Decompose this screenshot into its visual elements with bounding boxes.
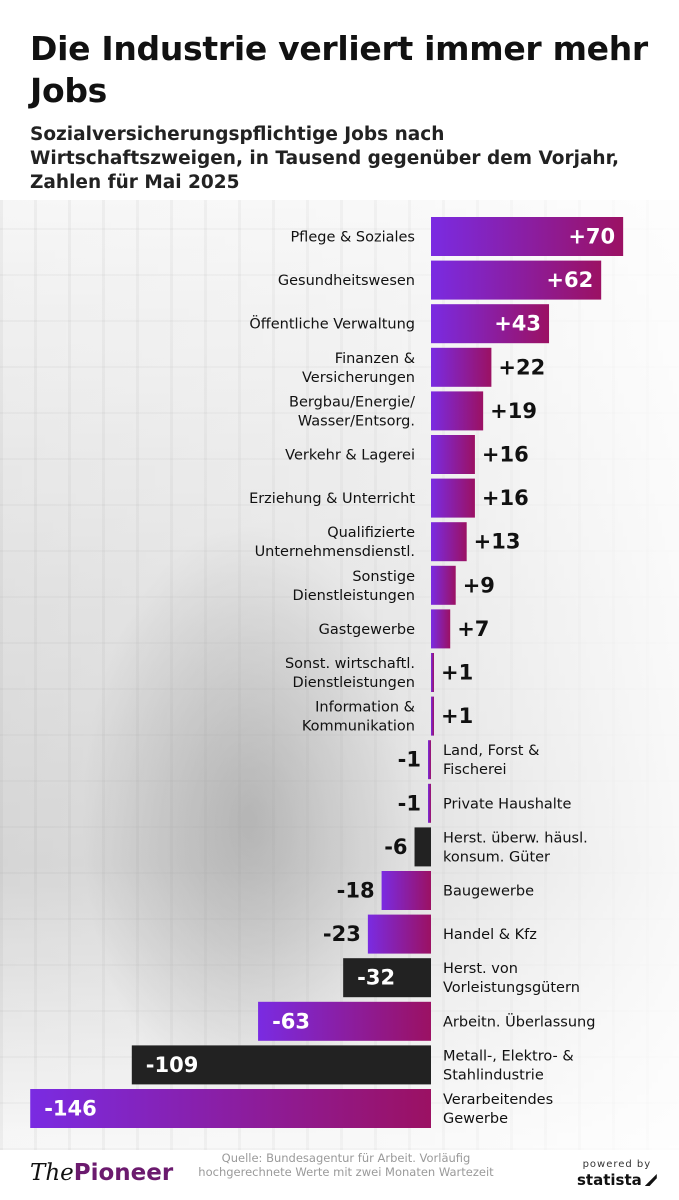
bar <box>30 1089 431 1128</box>
category-label: Finanzen & Versicherungen <box>302 351 415 386</box>
bar <box>431 653 434 692</box>
value-label: -109 <box>146 1053 199 1077</box>
category-label: Qualifizierte Unternehmensdienstl. <box>255 525 416 560</box>
category-label: Land, Forst & Fischerei <box>443 743 539 778</box>
the-pioneer-logo: ThePioneer <box>30 1160 173 1186</box>
category-label: Private Haushalte <box>443 796 571 812</box>
bar <box>414 827 431 867</box>
value-label: +16 <box>482 486 529 510</box>
chart-subtitle: Sozialversicherungspflichtige Jobs nach … <box>30 124 620 193</box>
bar <box>428 740 431 780</box>
value-label: +1 <box>441 704 473 728</box>
value-label: +16 <box>482 443 529 467</box>
powered-by-label: powered by <box>582 1159 652 1170</box>
category-label: Herst. von Vorleistungsgütern <box>443 961 580 996</box>
value-label: -6 <box>384 835 407 859</box>
bar <box>431 609 451 649</box>
category-label: Erziehung & Unterricht <box>249 491 415 507</box>
source-note: Quelle: Bundesagentur für Arbeit. Vorläu… <box>198 1151 494 1179</box>
statista-logo: powered by statista <box>577 1159 657 1189</box>
category-label: Sonstige Dienstleistungen <box>293 569 416 604</box>
bar <box>431 217 624 256</box>
bar <box>431 565 456 605</box>
category-label: Verkehr & Lagerei <box>285 448 415 464</box>
statista-mark-icon <box>644 1174 657 1186</box>
value-label: -63 <box>272 1009 310 1033</box>
category-label: Information & Kommunikation <box>302 700 415 735</box>
value-label: -32 <box>357 966 395 990</box>
category-label: Pflege & Soziales <box>290 230 415 246</box>
category-label: Arbeitn. Überlassung <box>443 1012 595 1030</box>
value-label: -23 <box>323 922 361 946</box>
value-label: +9 <box>463 573 495 597</box>
statista-name: statista <box>577 1171 642 1189</box>
category-label: Öffentliche Verwaltung <box>249 315 415 333</box>
category-label: Handel & Kfz <box>443 927 537 943</box>
value-label: +7 <box>457 617 489 641</box>
category-label: Sonst. wirtschaftl. Dienstleistungen <box>285 656 415 691</box>
bar <box>367 914 431 954</box>
category-label: Bergbau/Energie/Wasser/Entsorg. <box>289 394 415 429</box>
bar <box>431 435 475 474</box>
bar <box>431 260 602 300</box>
bar <box>258 1001 431 1041</box>
bar <box>431 478 475 518</box>
category-label: Gesundheitswesen <box>278 273 415 289</box>
bar <box>431 304 550 344</box>
value-label: +13 <box>474 530 521 554</box>
bar <box>431 347 492 387</box>
chart-title: Die Industrie verliert immer mehr Jobs <box>30 29 648 110</box>
value-label: +43 <box>494 312 541 336</box>
value-label: +62 <box>546 268 593 292</box>
value-label: +70 <box>568 225 615 249</box>
category-label: Verarbeitendes Gewerbe <box>443 1092 553 1127</box>
category-label: Gastgewerbe <box>319 622 415 638</box>
value-label: +1 <box>441 661 473 685</box>
value-label: -1 <box>398 748 421 772</box>
value-label: -146 <box>44 1097 97 1121</box>
bar <box>428 783 431 823</box>
value-label: +19 <box>490 399 537 423</box>
category-label: Metall-, Elektro- & Stahlindustrie <box>443 1048 574 1083</box>
bar <box>131 1045 432 1085</box>
bar <box>381 871 431 910</box>
value-label: -1 <box>398 791 421 815</box>
value-label: -18 <box>337 879 375 903</box>
bar <box>431 696 434 736</box>
bar <box>431 391 484 431</box>
background-fade <box>0 200 679 1150</box>
category-label: Baugewerbe <box>443 884 534 900</box>
logo-pioneer: Pioneer <box>73 1160 174 1186</box>
bar <box>431 522 467 562</box>
value-label: +22 <box>498 355 545 379</box>
category-label: Herst. überw. häusl. konsum. Güter <box>443 830 588 865</box>
bar <box>343 958 431 998</box>
logo-the: The <box>30 1160 74 1186</box>
